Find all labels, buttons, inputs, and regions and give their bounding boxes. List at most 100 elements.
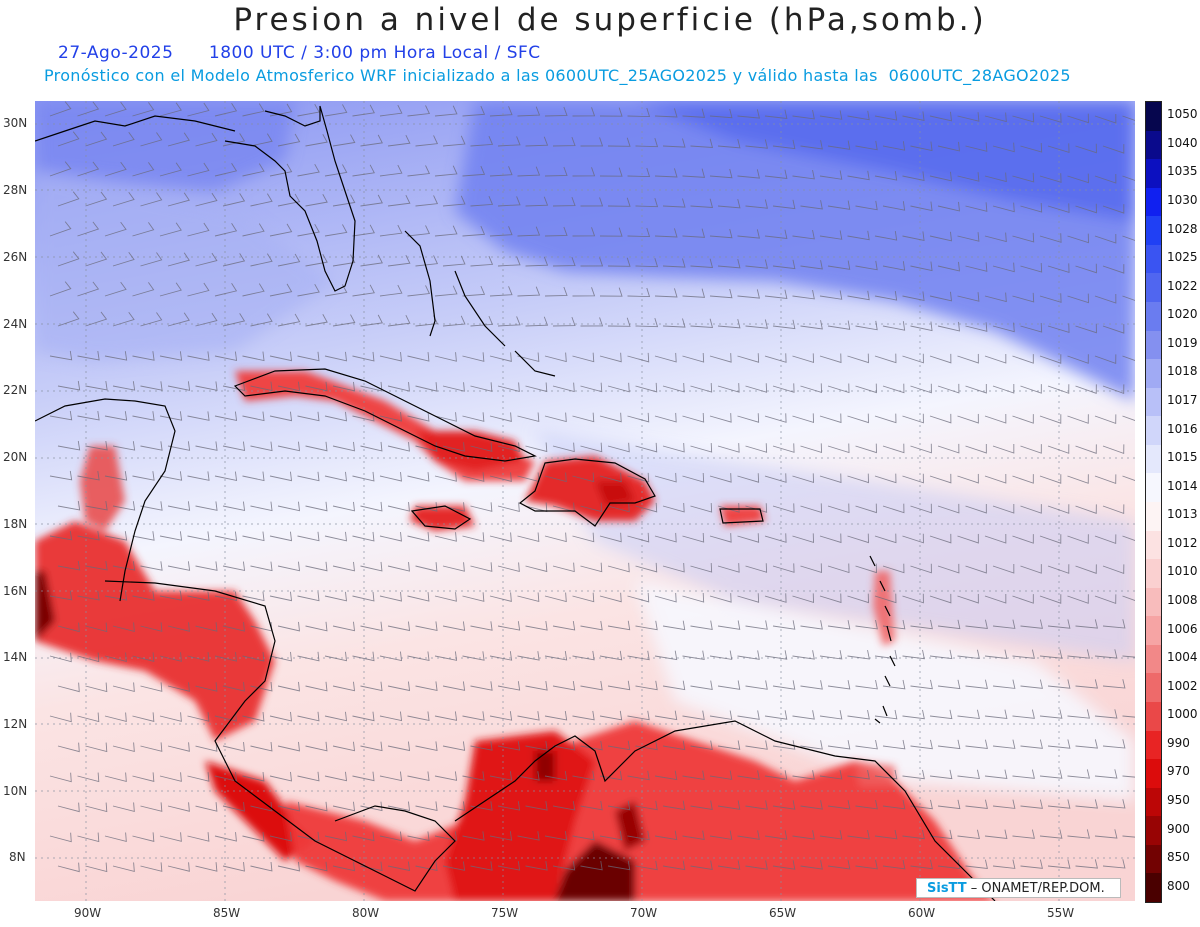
wind-barb: [709, 413, 732, 423]
wind-barb: [745, 620, 768, 630]
wind-barb: [709, 593, 732, 603]
wind-barb: [352, 531, 375, 542]
wind-barb: [772, 259, 796, 270]
wind-barb: [104, 161, 127, 177]
wind-barb: [222, 441, 246, 452]
wind-barb: [1012, 709, 1035, 719]
wind-barb: [167, 742, 190, 752]
wind-barb: [847, 830, 870, 840]
wind-barb: [195, 441, 218, 451]
wind-barb: [297, 651, 320, 662]
wind-barb: [544, 650, 568, 661]
wind-barb: [462, 352, 485, 362]
wind-barb: [929, 353, 952, 364]
wind-barb: [222, 193, 246, 207]
wind-barb: [222, 802, 245, 812]
wind-barb: [902, 413, 924, 424]
wind-barb: [580, 502, 603, 513]
wind-barb: [269, 163, 293, 177]
wind-barb: [580, 317, 604, 327]
wind-barb: [132, 652, 155, 662]
wind-barb: [847, 770, 870, 780]
colorbar-label: 800: [1167, 878, 1190, 893]
wind-barb: [352, 351, 375, 362]
wind-barb: [470, 315, 494, 327]
wind-barb: [462, 592, 485, 602]
wind-barb: [882, 383, 905, 394]
wind-barb: [717, 860, 741, 870]
colorbar-segment: [1146, 416, 1161, 446]
wind-barb: [544, 592, 567, 603]
wind-barb: [709, 473, 732, 483]
wind-barb: [462, 711, 485, 721]
wind-barb: [1094, 709, 1118, 719]
wind-barb: [937, 201, 960, 212]
wind-barb: [387, 502, 410, 512]
wind-barb: [772, 503, 795, 513]
wind-barb: [269, 223, 293, 237]
wind-barb: [1020, 384, 1042, 394]
wind-barb: [104, 531, 128, 541]
lat-tick-16n: 16N: [3, 584, 28, 598]
wind-barb: [470, 135, 494, 147]
wind-barb: [269, 591, 293, 602]
wind-barb: [874, 111, 898, 121]
wind-barb: [627, 710, 650, 721]
wind-barb: [489, 472, 512, 482]
jamaica-coast: [410, 505, 472, 530]
wind-barb: [1122, 775, 1135, 778]
lon-tick-65w: 65W: [769, 906, 797, 920]
wind-barb: [965, 503, 987, 514]
wind-barb: [132, 772, 155, 782]
wind-barb: [572, 472, 595, 483]
wind-barb: [352, 164, 375, 177]
colorbar-label: 1050: [1167, 107, 1198, 122]
wind-barb: [580, 137, 604, 147]
wind-barb: [1075, 799, 1098, 809]
wind-barb: [827, 800, 851, 810]
wind-barb: [332, 681, 356, 692]
wind-barb: [442, 502, 465, 512]
wind-barb: [1012, 172, 1035, 183]
wind-barb: [305, 501, 328, 512]
wind-barb: [1020, 619, 1043, 629]
wind-barb: [214, 772, 237, 782]
wind-barb: [250, 133, 273, 147]
wind-barb: [682, 650, 705, 661]
wind-barb: [717, 563, 740, 573]
wind-barb: [442, 621, 466, 631]
wind-barb: [717, 503, 740, 513]
wind-barb: [635, 620, 658, 631]
wind-barb: [379, 284, 403, 297]
wind-barb: [544, 226, 568, 237]
wind-barb: [305, 314, 328, 327]
wind-barb: [737, 473, 760, 483]
wind-barb: [305, 254, 328, 267]
wind-barb: [957, 533, 979, 544]
wind-barb: [627, 412, 650, 423]
wind-barb: [929, 649, 953, 660]
wind-barb: [690, 860, 713, 871]
wind-barb: [819, 593, 842, 604]
wind-barb: [764, 650, 788, 660]
wind-barb: [214, 471, 238, 482]
wind-barb: [85, 381, 108, 391]
wind-barb: [462, 165, 486, 177]
lat-tick-12n: 12N: [3, 717, 28, 731]
wind-barb: [1075, 323, 1097, 334]
wind-barb: [470, 442, 493, 452]
wind-barb: [352, 831, 375, 842]
wind-barb: [140, 561, 163, 571]
wind-barb: [737, 353, 760, 363]
wind-barb: [187, 591, 210, 601]
wind-barb: [800, 260, 823, 270]
wind-barb: [764, 413, 787, 423]
wind-barb: [910, 261, 933, 272]
wind-barb: [57, 802, 80, 813]
wind-barb: [77, 350, 100, 361]
wind-barb: [855, 383, 877, 394]
wind-barb: [717, 199, 741, 209]
wind-barb: [957, 172, 980, 182]
wind-barb: [517, 166, 541, 177]
wind-barb: [49, 281, 72, 297]
